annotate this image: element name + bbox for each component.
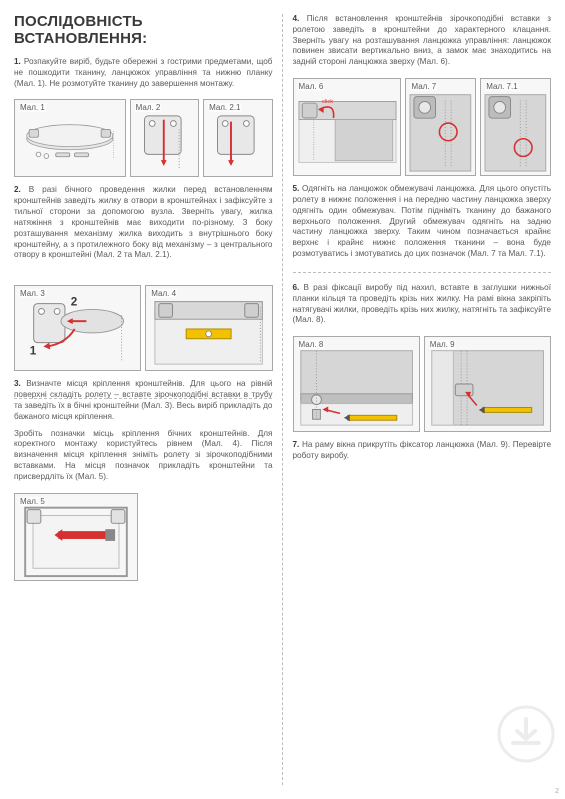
vertical-divider (282, 14, 283, 785)
spacer (14, 267, 273, 281)
page: ПОСЛІДОВНІСТЬ ВСТАНОВЛЕННЯ: 1. Розпакуйт… (0, 0, 565, 799)
step-3b-text: Зробіть позначки місць кріплення бічних … (14, 429, 273, 483)
figure-2: Мал. 2 (130, 99, 199, 177)
figure-1: Мал. 1 (14, 99, 126, 177)
figure-2-1: Мал. 2.1 (203, 99, 272, 177)
figure-7-label: Мал. 7 (410, 82, 437, 91)
fig-row-6-7: Мал. 6 click Мал. 7 (293, 78, 552, 176)
figure-6-label: Мал. 6 (298, 82, 325, 91)
step-1-text: 1. Розпакуйте виріб, будьте обережні з г… (14, 57, 273, 89)
figure-3-svg: 1 2 (15, 286, 140, 370)
horizontal-divider-right (293, 272, 552, 273)
step-7-body: На раму вікна прикрутіть фіксатор ланцюж… (293, 440, 552, 460)
figure-7: Мал. 7 (405, 78, 476, 176)
step-2-num: 2. (14, 185, 21, 194)
step-4-text: 4. Після встановлення кронштейнів зірочк… (293, 14, 552, 68)
figure-9-svg (425, 337, 550, 431)
step-4-body: Після встановлення кронштейнів зірочкопо… (293, 14, 552, 66)
figure-8-label: Мал. 8 (298, 340, 325, 349)
figure-2-label: Мал. 2 (135, 103, 162, 112)
fig-row-5: Мал. 5 (14, 493, 273, 581)
figure-1-label: Мал. 1 (19, 103, 46, 112)
step-5-text: 5. Одягніть на ланцюжок обмежувачі ланцю… (293, 184, 552, 260)
step-6-body: В разі фіксації виробу під нахил, вставт… (293, 283, 552, 324)
figure-7-svg (406, 79, 475, 175)
left-column: ПОСЛІДОВНІСТЬ ВСТАНОВЛЕННЯ: 1. Розпакуйт… (14, 14, 283, 791)
step-5-num: 5. (293, 184, 300, 193)
figure-4-label: Мал. 4 (150, 289, 177, 298)
figure-7-1-label: Мал. 7.1 (485, 82, 518, 91)
fig-row-8-9: Мал. 8 Мал. 9 (293, 336, 552, 432)
right-column: 4. Після встановлення кронштейнів зірочк… (283, 14, 552, 791)
figure-9: Мал. 9 (424, 336, 551, 432)
fig-row-1-2: Мал. 1 Мал. 2 (14, 99, 273, 177)
figure-2-1-label: Мал. 2.1 (208, 103, 241, 112)
figure-8-svg (294, 337, 419, 431)
step-6-num: 6. (293, 283, 300, 292)
figure-3-label: Мал. 3 (19, 289, 46, 298)
step-5-body: Одягніть на ланцюжок обмежувачі ланцюжка… (293, 184, 552, 258)
step-3-num: 3. (14, 379, 21, 388)
figure-7-1-svg (481, 79, 550, 175)
page-number: 2 (555, 788, 559, 795)
svg-text:2: 2 (71, 296, 78, 309)
figure-5-label: Мал. 5 (19, 497, 46, 506)
horizontal-divider-left (14, 398, 272, 399)
step-3b-body: Зробіть позначки місць кріплення бічних … (14, 429, 273, 481)
figure-5: Мал. 5 (14, 493, 138, 581)
step-6-text: 6. В разі фіксації виробу під нахил, вст… (293, 283, 552, 326)
figure-5-svg (15, 494, 137, 580)
svg-text:1: 1 (30, 345, 37, 358)
figure-7-1: Мал. 7.1 (480, 78, 551, 176)
page-title: ПОСЛІДОВНІСТЬ ВСТАНОВЛЕННЯ: (14, 14, 273, 47)
step-3a-body: Визначте місця кріплення кронштейнів. Дл… (14, 379, 273, 420)
step-7-text: 7. На раму вікна прикрутіть фіксатор лан… (293, 440, 552, 462)
figure-6-svg: click (294, 79, 401, 175)
step-2-body: В разі бічного проведення жилки перед вс… (14, 185, 273, 259)
step-2-text: 2. В разі бічного проведення жилки перед… (14, 185, 273, 261)
fig-row-3-4: Мал. 3 1 2 Мал. 4 (14, 285, 273, 371)
step-4-num: 4. (293, 14, 300, 23)
step-7-num: 7. (293, 440, 300, 449)
figure-4: Мал. 4 (145, 285, 272, 371)
step-1-body: Розпакуйте виріб, будьте обережні з гост… (14, 57, 273, 88)
figure-8: Мал. 8 (293, 336, 420, 432)
figure-6: Мал. 6 click (293, 78, 402, 176)
figure-4-svg (146, 286, 271, 370)
step-3a-text: 3. Визначте місця кріплення кронштейнів.… (14, 379, 273, 422)
figure-9-label: Мал. 9 (429, 340, 456, 349)
click-label: click (321, 99, 332, 105)
figure-3: Мал. 3 1 2 (14, 285, 141, 371)
step-1-num: 1. (14, 57, 21, 66)
